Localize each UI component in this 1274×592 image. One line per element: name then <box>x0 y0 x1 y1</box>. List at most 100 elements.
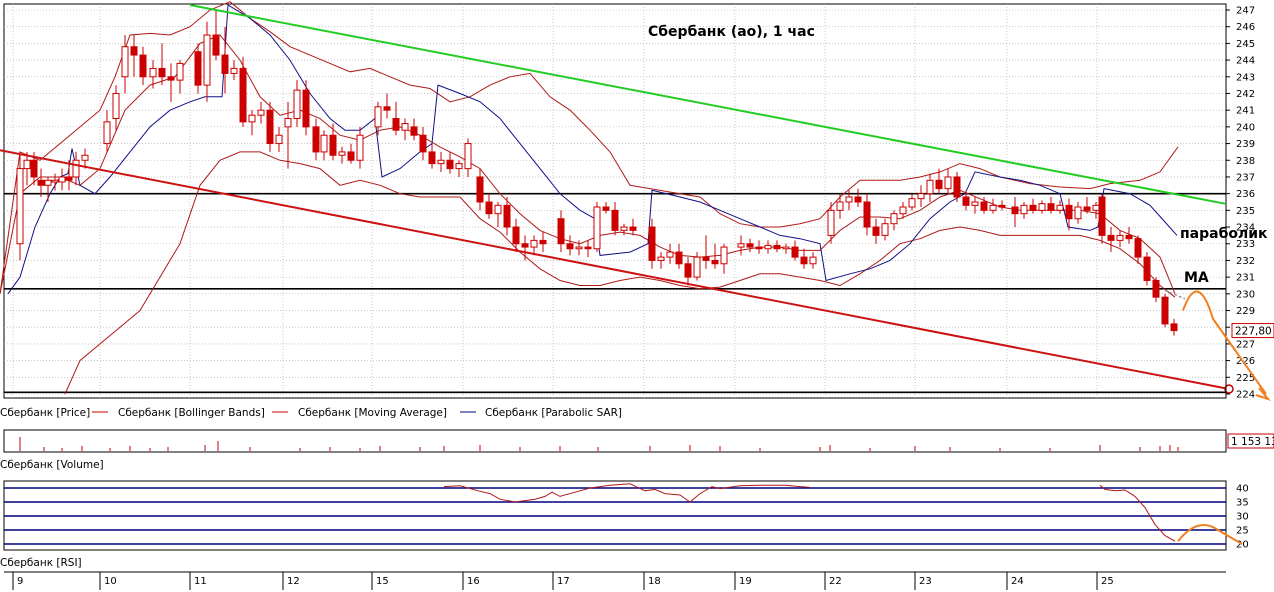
trendline-support <box>0 149 1230 390</box>
candle-body <box>437 159 445 165</box>
price-tick-label: 239 <box>1236 139 1255 150</box>
rsi-pane: 20 25 30 35 40 Сбербанк [RSI] <box>0 480 1249 569</box>
volume-bars <box>19 437 1179 451</box>
candle-body <box>881 223 889 236</box>
candle-body <box>1083 206 1091 211</box>
price-tick-label: 224 <box>1236 390 1255 401</box>
candle-body <box>139 54 147 78</box>
bollinger-bands <box>0 1 1179 395</box>
parabolic-sar <box>7 4 1178 295</box>
candle-body <box>338 151 346 156</box>
candle-body <box>464 143 472 170</box>
candle-body <box>130 46 138 56</box>
candle-body <box>998 204 1006 208</box>
price-tick-label: 229 <box>1236 306 1255 317</box>
candle-body <box>836 201 844 211</box>
annotation-ma: MA <box>1184 270 1209 286</box>
candle-body <box>1065 204 1073 220</box>
candle-body <box>312 126 320 153</box>
candle-body <box>1143 256 1151 281</box>
candle-body <box>935 179 943 190</box>
volume-frame <box>3 429 1227 453</box>
price-tick-label: 241 <box>1236 106 1255 117</box>
bb-lower-line <box>64 151 1176 395</box>
candle-body <box>1134 238 1142 258</box>
candle-body <box>746 243 754 248</box>
candle-body <box>557 218 565 245</box>
date-tick-label: 18 <box>648 576 661 587</box>
candle-body <box>446 159 454 170</box>
candle-body <box>1107 234 1115 241</box>
volume-value-box <box>1227 433 1274 449</box>
date-tick-label: 19 <box>739 576 752 587</box>
price-tick-label: 246 <box>1236 22 1255 33</box>
candle-body <box>989 204 997 211</box>
candle-body <box>176 62 184 81</box>
candle-body <box>1152 279 1160 298</box>
candle-body <box>1116 234 1124 241</box>
rsi-tick-label: 30 <box>1236 512 1249 523</box>
last-price-label: 227,80 <box>1235 326 1272 338</box>
candles <box>16 10 1178 336</box>
candle-body <box>23 159 31 170</box>
candle-body <box>329 134 337 156</box>
bb-upper-line <box>0 1 1179 294</box>
price-tick-label: 231 <box>1236 273 1255 284</box>
candle-body <box>566 243 574 250</box>
candle-body <box>702 256 710 261</box>
candle-body <box>1125 234 1133 240</box>
candle-body <box>620 226 628 231</box>
candle-body <box>383 106 391 111</box>
candle-body <box>419 134 427 153</box>
candle-body <box>30 159 38 178</box>
candle-body <box>503 204 511 228</box>
price-tick-label: 236 <box>1236 189 1255 200</box>
forecast-arrow-rsi <box>1177 524 1243 545</box>
candle-body <box>72 159 80 178</box>
chart-title: Сбербанк (ао), 1 час <box>648 24 815 40</box>
last-price-box <box>1231 323 1274 339</box>
candle-body <box>212 34 220 56</box>
price-tick-label: 232 <box>1236 256 1255 267</box>
sar-line <box>7 4 1178 295</box>
price-tick-label: 240 <box>1236 122 1255 133</box>
candle-body <box>684 263 692 278</box>
candle-body <box>401 123 409 131</box>
candle-body <box>121 46 129 78</box>
candle-body <box>953 176 961 198</box>
price-tick-label: 243 <box>1236 72 1255 83</box>
rsi-line <box>443 483 1243 545</box>
price-tick-label: 238 <box>1236 156 1255 167</box>
candle-body <box>773 244 781 250</box>
candle-body <box>81 154 89 161</box>
candle-body <box>58 176 66 183</box>
candle-body <box>320 134 328 153</box>
candle-body <box>693 256 701 278</box>
candle-body <box>584 246 592 250</box>
candle-body <box>782 246 790 250</box>
legend: Сбербанк [Price] Сбербанк [Bollinger Ban… <box>0 407 622 419</box>
candle-body <box>221 54 229 74</box>
date-tick-label: 17 <box>557 576 570 587</box>
candle-body <box>1020 204 1028 215</box>
price-tick-label: 233 <box>1236 239 1255 250</box>
rsi-series <box>1099 484 1176 542</box>
candle-body <box>629 226 637 231</box>
forecast-ma-dash <box>1164 289 1186 300</box>
candle-body <box>230 67 238 74</box>
candle-body <box>194 51 202 86</box>
candle-body <box>890 213 898 225</box>
date-tick-label: 23 <box>919 576 932 587</box>
candle-body <box>1056 204 1064 211</box>
date-tick-label: 16 <box>467 576 480 587</box>
candle-body <box>648 226 656 261</box>
candle-body <box>1011 206 1019 215</box>
candle-body <box>530 239 538 248</box>
price-tick-label: 235 <box>1236 206 1255 217</box>
date-tick-label: 15 <box>376 576 389 587</box>
candle-body <box>854 196 862 203</box>
trendline-end-marker <box>1224 384 1234 394</box>
price-tick-label: 226 <box>1236 356 1255 367</box>
candle-body <box>827 209 835 236</box>
candle-body <box>284 118 292 128</box>
